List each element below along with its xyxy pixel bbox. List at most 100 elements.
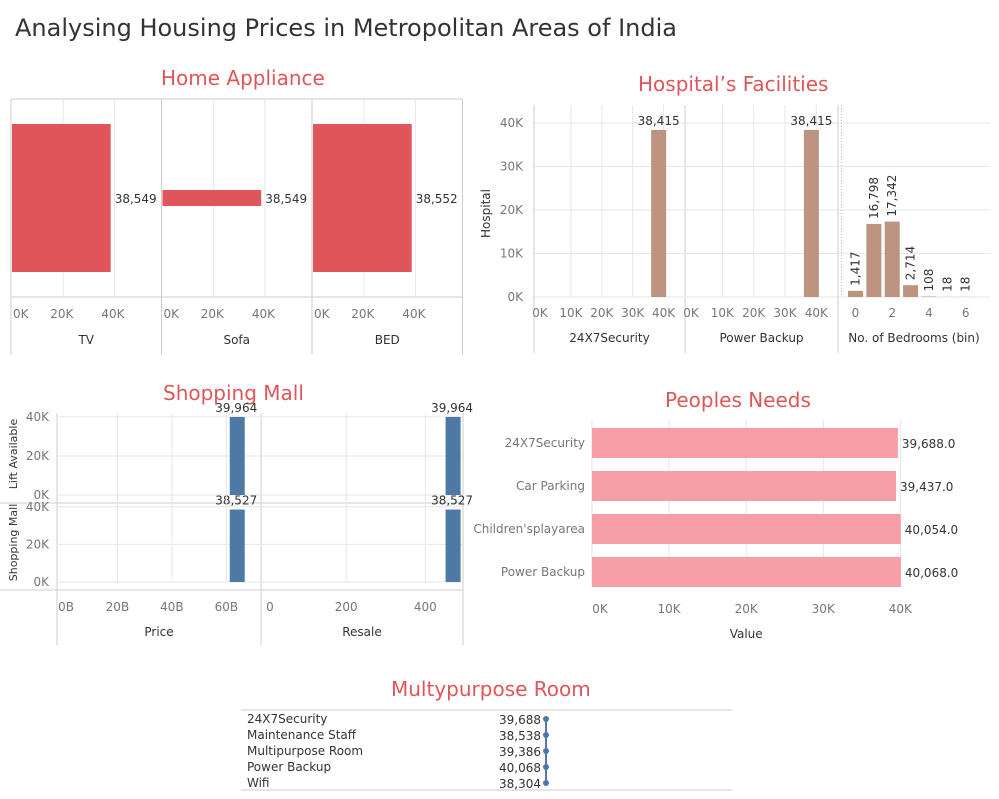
- dot-marker: [543, 732, 549, 738]
- x-tick-label: 6: [962, 306, 970, 320]
- x-tick-label: 0K: [592, 602, 609, 616]
- data-label: 39,386: [499, 745, 541, 759]
- x-tick-label: 10K: [559, 306, 583, 320]
- bar: [229, 416, 245, 495]
- dot-marker: [543, 780, 549, 786]
- shopping-mall-title: Shopping Mall: [163, 381, 304, 405]
- bar-tv: [12, 124, 111, 272]
- x-tick-label: 10K: [711, 306, 735, 320]
- y-tick-label: 20K: [500, 203, 524, 217]
- data-label: 39,964: [431, 401, 473, 415]
- x-tick-label: 20K: [590, 306, 614, 320]
- data-label: 1,417: [849, 251, 863, 285]
- y-tick-label: 0K: [33, 488, 50, 502]
- bar: [592, 557, 901, 587]
- x-tick-label: 30K: [773, 306, 797, 320]
- x-tick-label: 40K: [889, 602, 913, 616]
- x-tick-label: 0K: [532, 306, 549, 320]
- row-label: Power Backup: [247, 760, 331, 774]
- row-label: Lift Available: [7, 419, 20, 490]
- bar: [803, 129, 819, 297]
- data-label: 40,054.0: [905, 523, 958, 537]
- x-tick-label: 10K: [658, 602, 682, 616]
- data-label: 38,552: [416, 192, 458, 206]
- x-tick-label: 20B: [106, 600, 130, 614]
- category-label: Car Parking: [516, 479, 585, 493]
- bar: [903, 285, 919, 297]
- x-tick-label: 200: [335, 600, 358, 614]
- panel-label: TV: [77, 333, 94, 347]
- data-label: 18: [959, 277, 973, 292]
- bar: [445, 416, 461, 495]
- category-label: Power Backup: [501, 565, 585, 579]
- multypurpose-room-chart: 24X7Security 39,688 Maintenance Staff 38,53…: [241, 709, 732, 791]
- bar-bed: [313, 124, 412, 272]
- bar-sofa: [162, 190, 262, 206]
- row-label: Shopping Mall: [7, 504, 20, 582]
- panel-label: Resale: [342, 625, 382, 639]
- dot-marker: [543, 764, 549, 770]
- data-label: 18: [940, 277, 954, 292]
- x-tick-label: 0K: [13, 307, 30, 321]
- y-tick-label: 10K: [500, 247, 524, 261]
- y-tick-label: 40K: [26, 410, 50, 424]
- data-label: 38,549: [115, 192, 157, 206]
- bar: [884, 221, 900, 297]
- data-label: 38,549: [265, 192, 307, 206]
- data-label: 16,798: [867, 177, 881, 219]
- bar: [592, 471, 896, 501]
- x-tick-label: 20K: [351, 307, 375, 321]
- bar: [651, 129, 667, 297]
- panel-label: Power Backup: [719, 331, 803, 345]
- data-label: 39,688: [499, 713, 541, 727]
- x-tick-label: 20K: [735, 602, 759, 616]
- x-tick-label: 40K: [805, 306, 829, 320]
- data-label: 40,068.0: [905, 566, 958, 580]
- hospital-facilities-chart: 0K 10K 20K 30K 40K Hospital 0K 10K 20K 30K 40K 38,4…: [479, 105, 990, 353]
- row-label: Multipurpose Room: [247, 744, 363, 758]
- x-tick-label: 40K: [252, 307, 276, 321]
- home-appliance-title: Home Appliance: [161, 66, 325, 90]
- x-tick-label: 20K: [201, 307, 225, 321]
- data-label: 39,437.0: [900, 480, 953, 494]
- data-label: 38,415: [638, 114, 680, 128]
- x-tick-label: 30K: [812, 602, 836, 616]
- data-label: 38,527: [431, 494, 473, 508]
- y-tick-label: 40K: [500, 116, 524, 130]
- category-label: Children'splayarea: [473, 522, 585, 536]
- x-tick-label: 40K: [652, 306, 676, 320]
- x-tick-label: 30K: [621, 306, 645, 320]
- category-label: 24X7Security: [505, 436, 585, 450]
- x-tick-label: 0: [852, 306, 860, 320]
- panel-label: BED: [375, 333, 400, 347]
- home-appliance-chart: 0K 20K 40K 38,549 TV 0K 20K 40K 38,549 Sofa 0K 20K 4…: [10, 98, 463, 355]
- data-label: 39,964: [215, 401, 257, 415]
- data-label: 38,527: [215, 494, 257, 508]
- x-tick-label: 60B: [215, 600, 239, 614]
- y-axis-title: Hospital: [479, 189, 493, 238]
- dashboard-title: Analysing Housing Prices in Metropolitan…: [15, 14, 677, 42]
- y-tick-label: 20K: [26, 537, 50, 551]
- dot-marker: [543, 716, 549, 722]
- panel-label: Sofa: [223, 333, 250, 347]
- x-tick-label: 20K: [742, 306, 766, 320]
- data-label: 39,688.0: [902, 437, 955, 451]
- x-tick-label: 40B: [160, 600, 184, 614]
- x-tick-label: 40K: [101, 307, 125, 321]
- x-tick-label: 0K: [683, 306, 700, 320]
- peoples-needs-title: Peoples Needs: [665, 388, 811, 412]
- bar: [592, 428, 898, 458]
- data-label: 38,415: [790, 114, 832, 128]
- x-tick-label: 0B: [58, 600, 74, 614]
- data-label: 38,538: [499, 729, 541, 743]
- data-label: 40,068: [499, 761, 541, 775]
- x-tick-label: 0: [266, 600, 274, 614]
- y-tick-label: 0K: [33, 575, 50, 589]
- hospital-facilities-title: Hospital’s Facilities: [638, 72, 829, 96]
- bar: [866, 223, 882, 297]
- y-tick-label: 40K: [26, 500, 50, 514]
- multypurpose-room-title: Multypurpose Room: [391, 677, 591, 701]
- y-tick-label: 30K: [500, 160, 524, 174]
- x-tick-label: 0K: [314, 307, 331, 321]
- data-label: 108: [922, 269, 936, 292]
